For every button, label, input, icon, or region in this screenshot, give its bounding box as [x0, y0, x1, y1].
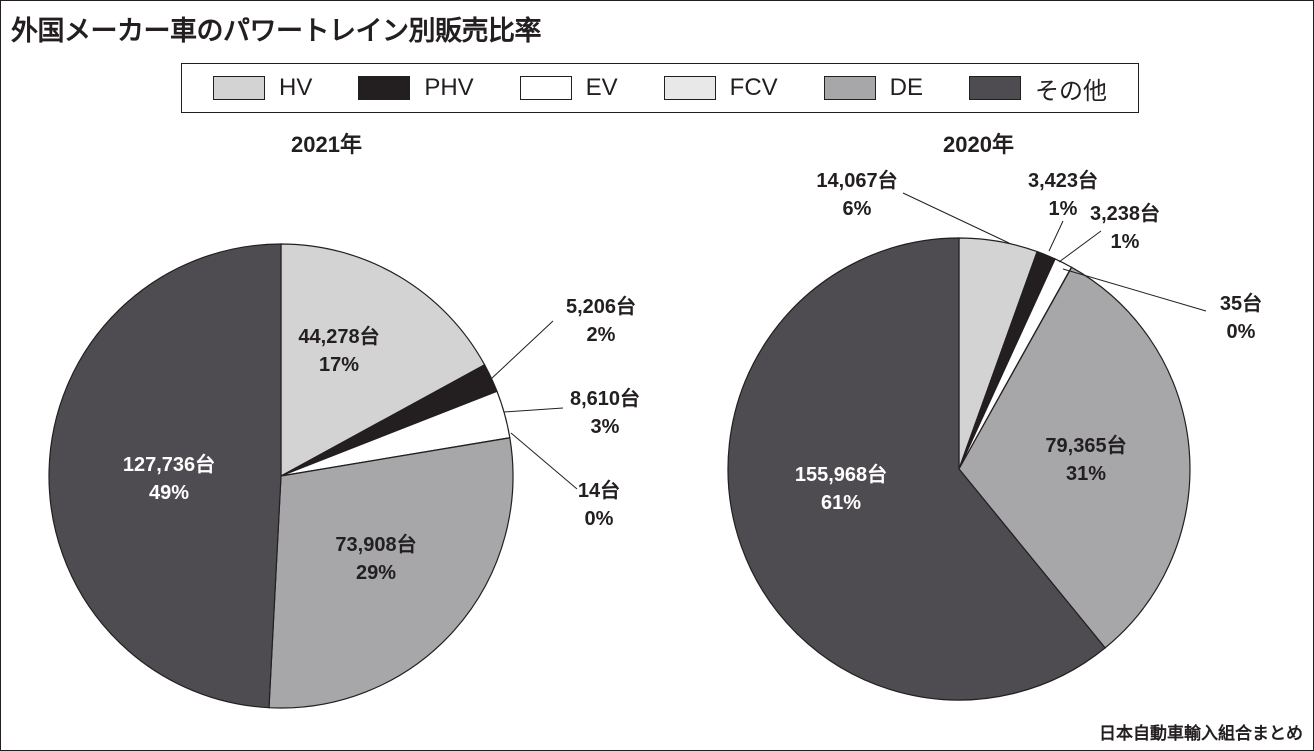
legend-swatch	[212, 76, 265, 100]
percent-label: 6%	[842, 198, 872, 220]
value-label: 155,968台	[794, 464, 888, 486]
legend-item-hv: HV	[212, 74, 313, 102]
legend-label: EV	[585, 74, 618, 101]
value-label: 44,278台	[298, 326, 380, 348]
legend-label: その他	[1034, 77, 1107, 105]
legend-swatch	[358, 76, 411, 100]
percent-label: 61%	[820, 492, 862, 514]
percent-label: 17%	[318, 354, 360, 376]
label-2020-de: 79,365台 31%	[1045, 432, 1126, 488]
legend-label: HV	[278, 74, 313, 101]
percent-label: 0%	[1226, 321, 1256, 343]
pie-2020	[727, 237, 1191, 701]
legend-swatch	[519, 76, 572, 100]
percent-label: 29%	[355, 562, 397, 584]
legend-item-ev: EV	[519, 74, 618, 102]
leader-line	[1058, 230, 1102, 263]
label-2021-ev: 8,610台 3%	[570, 385, 640, 441]
pie-slice-other	[48, 243, 282, 709]
percent-label: 1%	[1110, 231, 1140, 253]
value-label: 35台	[1219, 293, 1263, 315]
value-label: 8,610台	[569, 388, 641, 410]
label-2020-fcv: 35台 0%	[1220, 290, 1262, 346]
legend-item-fcv: FCV	[663, 74, 778, 102]
leader-line	[1048, 220, 1064, 252]
value-label: 14台	[577, 480, 621, 502]
legend-swatch	[663, 76, 716, 100]
label-2020-hv: 14,067台 6%	[816, 167, 897, 223]
percent-label: 1%	[1048, 198, 1078, 220]
label-2021-phv: 5,206台 2%	[566, 293, 636, 349]
pie-title-2020: 2020年	[943, 132, 1014, 157]
label-2020-ev: 3,238台 1%	[1090, 200, 1160, 256]
label-2020-phv: 3,423台 1%	[1028, 167, 1098, 223]
source-note: 日本自動車輸入組合まとめ	[1099, 724, 1303, 744]
value-label: 79,365台	[1045, 435, 1127, 457]
percent-label: 0%	[584, 508, 614, 530]
label-2021-de: 73,908台 29%	[335, 531, 416, 587]
legend-label: FCV	[729, 74, 778, 101]
pie-slice-de	[958, 266, 1191, 649]
percent-label: 3%	[590, 416, 620, 438]
legend-label: DE	[889, 74, 923, 101]
percent-label: 49%	[148, 482, 190, 504]
leader-line	[503, 407, 564, 413]
value-label: 3,423台	[1027, 170, 1099, 192]
value-label: 14,067台	[816, 170, 898, 192]
value-label: 5,206台	[565, 296, 637, 318]
label-2021-other: 127,736台 49%	[123, 451, 215, 507]
percent-label: 31%	[1065, 463, 1107, 485]
legend-swatch	[823, 76, 876, 100]
legend: HV PHV EV FCV DE その他	[181, 63, 1139, 113]
value-label: 3,238台	[1089, 203, 1161, 225]
leader-line	[510, 432, 578, 490]
value-label: 73,908台	[335, 534, 417, 556]
pie-slice-other	[727, 237, 1106, 701]
pie-slice-de	[268, 437, 514, 709]
chart-title: 外国メーカー車のパワートレイン別販売比率	[11, 16, 542, 47]
value-label: 127,736台	[122, 454, 216, 476]
leader-line	[1062, 268, 1207, 312]
leader-line	[490, 320, 554, 380]
label-2021-hv: 44,278台 17%	[298, 323, 379, 379]
pie-title-2021: 2021年	[291, 132, 362, 157]
legend-item-other: その他	[968, 71, 1107, 106]
legend-swatch	[968, 76, 1021, 100]
label-2020-other: 155,968台 61%	[795, 461, 887, 517]
legend-item-phv: PHV	[358, 74, 474, 102]
legend-label: PHV	[424, 74, 474, 101]
pie-slice-hv	[280, 243, 486, 478]
leader-lines	[490, 192, 1207, 490]
leader-line	[902, 192, 1010, 244]
pie-2021	[48, 243, 514, 709]
legend-item-de: DE	[823, 74, 923, 102]
label-2021-fcv: 14台 0%	[578, 477, 620, 533]
percent-label: 2%	[586, 324, 616, 346]
